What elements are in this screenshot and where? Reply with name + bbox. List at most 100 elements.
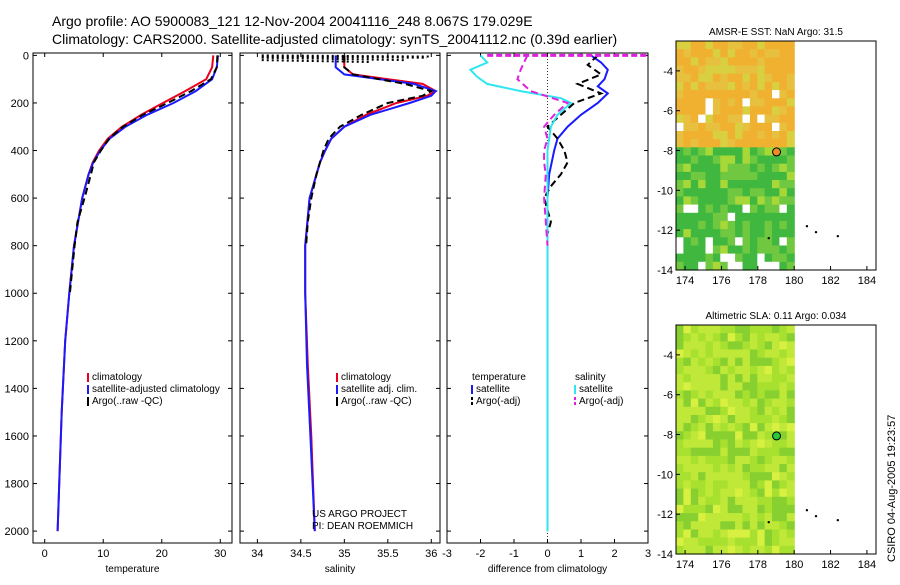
- heatmap-cell: [683, 155, 692, 165]
- x-tick-label: 3: [645, 548, 651, 560]
- heatmap-cell: [727, 374, 736, 383]
- island-mark: [836, 234, 840, 238]
- heatmap-cell: [720, 349, 729, 359]
- heatmap-cell: [742, 496, 751, 506]
- heatmap-cell: [757, 504, 766, 514]
- heatmap-cell: [757, 253, 766, 263]
- plot-frame-salinity: [239, 52, 441, 544]
- x-tick-label: 36: [425, 548, 437, 560]
- heatmap-cell: [735, 41, 744, 50]
- heatmap-cell: [764, 57, 773, 67]
- x-tick-label: 30: [214, 548, 226, 560]
- heatmap-cell: [735, 431, 744, 441]
- heatmap-cell: [772, 261, 780, 271]
- heatmap-cell: [735, 439, 744, 449]
- heatmap-cell: [772, 455, 780, 465]
- panel-difference: -3 -2 -1 0 1 2 3 difference from climatology tem…: [442, 52, 651, 575]
- heatmap-cell: [786, 90, 795, 99]
- heatmap-cell: [772, 415, 780, 424]
- heatmap-cell: [779, 122, 788, 132]
- heatmap-cell: [779, 504, 788, 514]
- heatmap-cell: [757, 220, 766, 230]
- heatmap-cell: [779, 49, 788, 58]
- heatmap-cell: [705, 196, 714, 206]
- heatmap-cell: [720, 220, 729, 230]
- heatmap-cell: [698, 472, 707, 481]
- heatmap-cell: [757, 447, 766, 457]
- heatmap-cell: [786, 196, 795, 206]
- heatmap-cell: [735, 220, 744, 230]
- heatmap-cell: [690, 196, 699, 206]
- heatmap-cell: [727, 261, 736, 271]
- heatmap-cell: [742, 357, 751, 367]
- heatmap-cell: [757, 333, 766, 342]
- heatmap-cell: [779, 163, 788, 173]
- heatmap-cell: [720, 431, 729, 441]
- heatmap-cell: [690, 447, 699, 457]
- heatmap-cell: [749, 390, 758, 400]
- heatmap-cell: [698, 237, 707, 247]
- heatmap-cell: [683, 325, 692, 334]
- map-title: AMSR-E SST: NaN Argo: 31.5: [709, 27, 843, 38]
- heatmap-cell: [720, 65, 729, 75]
- heatmap-cell: [705, 180, 714, 189]
- heatmap-cell: [727, 196, 736, 206]
- heatmap-cell: [779, 431, 788, 441]
- heatmap-cell: [757, 73, 766, 83]
- heatmap-cell: [735, 374, 744, 383]
- heatmap-cell: [772, 163, 780, 173]
- heatmap-cell: [727, 455, 736, 465]
- heatmap-cell: [757, 90, 766, 99]
- heatmap-cell: [779, 341, 788, 351]
- heatmap-cell: [742, 545, 751, 555]
- heatmap-cell: [772, 464, 780, 473]
- heatmap-cell: [705, 81, 714, 91]
- heatmap-cell: [772, 390, 780, 400]
- heatmap-cell: [757, 139, 766, 148]
- heatmap-cell: [690, 188, 699, 197]
- heatmap-cell: [735, 98, 744, 108]
- heatmap-cell: [772, 325, 780, 334]
- heatmap-cell: [727, 447, 736, 457]
- heatmap-cell: [683, 357, 692, 367]
- heatmap-cell: [757, 212, 766, 222]
- y-tick-label: -10: [657, 469, 673, 481]
- heatmap-cell: [698, 398, 707, 408]
- heatmap-cell: [742, 365, 751, 375]
- heatmap-cell: [772, 423, 780, 432]
- heatmap-cell: [764, 122, 773, 132]
- heatmap-cell: [712, 180, 721, 189]
- heatmap-cell: [772, 365, 780, 375]
- heatmap-cell: [712, 398, 721, 408]
- heatmap-cell: [698, 365, 707, 375]
- heatmap-cell: [712, 406, 721, 416]
- heatmap-cell: [683, 513, 692, 522]
- heatmap-cell: [698, 496, 707, 506]
- heatmap-cell: [720, 464, 729, 473]
- heatmap-cell: [749, 325, 758, 334]
- heatmap-cell: [764, 188, 773, 197]
- heatmap-cell: [698, 196, 707, 206]
- heatmap-cell: [749, 163, 758, 173]
- heatmap-cell: [676, 114, 684, 124]
- argo-location-marker: [772, 431, 782, 441]
- heatmap-cell: [742, 374, 751, 383]
- heatmap-cell: [705, 382, 714, 392]
- heatmap-cell: [720, 480, 729, 490]
- heatmap-cell: [698, 261, 707, 271]
- heatmap-cell: [779, 245, 788, 255]
- heatmap-cell: [764, 398, 773, 408]
- heatmap-cell: [742, 447, 751, 457]
- heatmap-cell: [683, 253, 692, 263]
- heatmap-cell: [698, 455, 707, 465]
- heatmap-cell: [705, 488, 714, 498]
- heatmap-cell: [735, 57, 744, 67]
- heatmap-cell: [779, 365, 788, 375]
- heatmap-cell: [786, 171, 795, 181]
- island-mark: [767, 236, 770, 240]
- heatmap-cell: [749, 529, 758, 539]
- argo-raw-surface-marks: [261, 54, 432, 58]
- heatmap-cell: [676, 504, 684, 514]
- heatmap-cell: [742, 431, 751, 441]
- heatmap-cell: [749, 106, 758, 116]
